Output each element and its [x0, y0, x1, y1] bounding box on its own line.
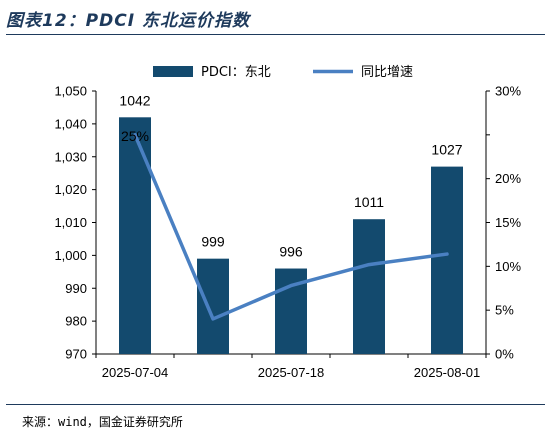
left-tick-label: 1,020: [54, 182, 87, 197]
right-tick-label: 5%: [495, 303, 514, 318]
left-tick-label: 1,040: [54, 116, 87, 131]
line-series: [133, 133, 449, 321]
left-tick-label: 1,010: [54, 215, 87, 230]
line-value-label: 25%: [121, 128, 149, 144]
right-tick-label: 20%: [495, 171, 521, 186]
right-tick-label: 30%: [495, 84, 521, 99]
bar-value-label: 996: [279, 244, 303, 260]
legend-line-label: 同比增速: [361, 65, 413, 80]
left-tick-label: 980: [65, 314, 87, 329]
bar: [119, 117, 151, 354]
chart: PDCI：东北 同比增速 970 980 990 1,000 1,010 1,020 1,0…: [54, 65, 521, 381]
title-rule: [6, 34, 545, 35]
x-tick-label: 2025-08-01: [414, 365, 481, 380]
bars: [119, 117, 463, 354]
bar-value-label: 1027: [431, 142, 462, 158]
source-note: 来源：wind，国金证券研究所: [22, 415, 183, 429]
left-tick-label: 990: [65, 281, 87, 296]
left-tick-label: 970: [65, 347, 87, 362]
data-labels: 1042 999 996 1011 1027 25%: [119, 92, 462, 259]
bar-value-label: 999: [201, 234, 225, 250]
bar: [353, 219, 385, 354]
right-tick-label: 10%: [495, 259, 521, 274]
bar-value-label: 1011: [354, 194, 384, 210]
left-tick-label: 1,050: [54, 84, 87, 99]
legend: PDCI：东北 同比增速: [153, 65, 413, 80]
bar: [431, 166, 463, 354]
left-tick-label: 1,000: [54, 248, 87, 263]
footer-rule: [6, 404, 545, 405]
right-tick-label: 0%: [495, 347, 514, 362]
left-tick-label: 1,030: [54, 149, 87, 164]
legend-bar-label: PDCI：东北: [201, 65, 271, 80]
legend-bar-swatch: [153, 66, 193, 77]
bar: [197, 258, 229, 354]
x-tick-label: 2025-07-18: [258, 365, 325, 380]
bar-value-label: 1042: [119, 92, 150, 108]
figure-title: 图表12：PDCI 东北运价指数: [6, 11, 250, 31]
yoy-line: [133, 133, 449, 321]
axes: 970 980 990 1,000 1,010 1,020 1,030 1,040 1,050 0…: [54, 84, 521, 381]
x-tick-label: 2025-07-04: [102, 365, 169, 380]
right-tick-label: 15%: [495, 215, 521, 230]
